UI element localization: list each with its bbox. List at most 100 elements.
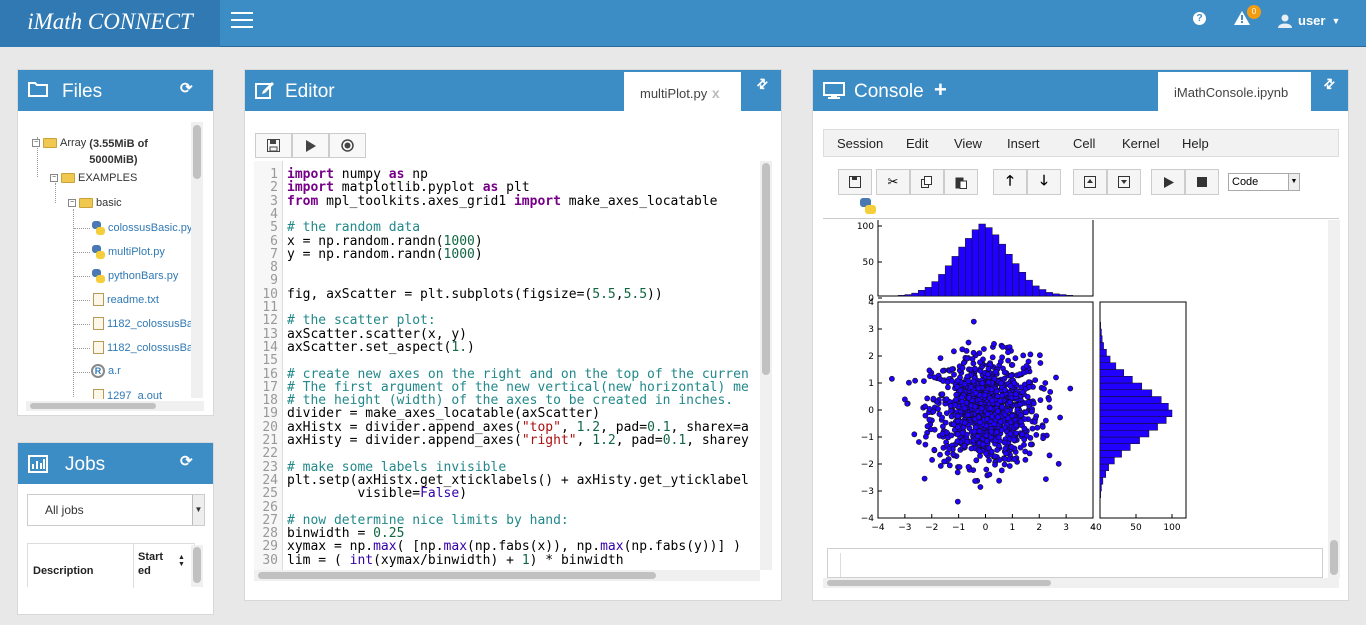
file-tree-vertical-scrollbar[interactable]: [191, 122, 203, 398]
scatter-point: [991, 421, 998, 427]
paste-button[interactable]: [944, 169, 978, 195]
scatter-point: [1007, 419, 1014, 426]
scatter-point: [965, 463, 972, 470]
move-down-button[interactable]: 🡓: [1027, 169, 1061, 195]
right-hist-bar: [1099, 376, 1133, 384]
tab-close-icon[interactable]: x: [711, 85, 720, 101]
scatter-point: [921, 378, 927, 384]
tree-item-file[interactable]: pythonBars.py: [91, 269, 178, 283]
copy-button[interactable]: [910, 169, 944, 195]
tree-item-file[interactable]: 1182_colossusBa: [93, 317, 193, 330]
notebook-input-cell[interactable]: [827, 548, 1323, 578]
save-notebook-button[interactable]: [838, 169, 872, 195]
jobs-filter-select[interactable]: All jobs ▼: [27, 494, 205, 526]
run-cell-button[interactable]: [1151, 169, 1185, 195]
scatter-point: [959, 365, 966, 371]
console-vertical-scrollbar[interactable]: [1328, 220, 1340, 578]
line-number: 2: [270, 180, 278, 196]
top-hist-bar: [924, 287, 932, 297]
brand-logo[interactable]: iMath CONNECT: [0, 0, 220, 47]
code-editor[interactable]: 1 import numpy as np 2 import matplotlib.py…: [254, 161, 760, 570]
tree-item-file[interactable]: multiPlot.py: [91, 245, 165, 259]
jobs-vertical-scrollbar[interactable]: [191, 545, 203, 587]
collapse-toggle-icon[interactable]: −: [32, 139, 40, 147]
menu-cell[interactable]: Cell: [1073, 136, 1096, 151]
sort-icon[interactable]: ▲ ▼: [178, 554, 185, 568]
scatter-point: [972, 403, 978, 410]
tab-imathconsole[interactable]: iMathConsole.ipynb: [1158, 72, 1311, 111]
tree-item-examples[interactable]: − EXAMPLES: [50, 172, 137, 184]
menu-edit[interactable]: Edit: [906, 136, 929, 151]
warning-icon[interactable]: [1234, 11, 1250, 25]
chevron-down-icon: ▼: [192, 495, 204, 525]
tree-item-file[interactable]: 1182_colossusBa: [93, 341, 193, 354]
menu-session[interactable]: Session: [837, 136, 884, 151]
scatter-point: [954, 384, 961, 390]
scatter-point: [1006, 463, 1013, 469]
x-tick-label: −3: [898, 523, 911, 533]
column-header-started[interactable]: Started: [138, 551, 164, 577]
record-button[interactable]: [329, 133, 366, 158]
save-button[interactable]: [255, 133, 292, 158]
scatter-point: [961, 405, 968, 412]
scatter-point: [946, 462, 953, 469]
alert-count-badge: 0: [1247, 5, 1261, 19]
top-hist-bar: [1025, 279, 1033, 297]
scatter-point: [1024, 393, 1031, 400]
user-menu[interactable]: user ▼: [1278, 13, 1340, 28]
menu-view[interactable]: View: [954, 136, 982, 151]
y-tick-label: −2: [861, 460, 874, 470]
top-hist-bar: [1018, 271, 1027, 297]
collapse-toggle-icon[interactable]: −: [68, 199, 76, 207]
top-hist-bar: [918, 289, 926, 297]
tree-item-basic[interactable]: − basic: [68, 197, 122, 209]
tree-item-file[interactable]: 1297_a.out: [93, 389, 162, 399]
refresh-icon[interactable]: ⟳: [180, 453, 193, 470]
top-hist-bar: [971, 229, 980, 297]
insert-below-button[interactable]: [1107, 169, 1141, 195]
right-hist-tick-label: 50: [1130, 523, 1142, 533]
cell-type-select[interactable]: Code ▼: [1228, 173, 1300, 191]
line-number: 16: [262, 366, 278, 382]
notebook-menubar: Session Edit View Insert Cell Kernel Hel…: [823, 129, 1339, 157]
scatter-point: [1034, 424, 1041, 431]
refresh-icon[interactable]: ⟳: [180, 80, 193, 97]
scatter-point: [972, 365, 978, 372]
scatter-point: [1030, 400, 1037, 407]
tree-item-file[interactable]: readme.txt: [93, 293, 159, 306]
editor-vertical-scrollbar[interactable]: [760, 161, 772, 570]
editor-horizontal-scrollbar[interactable]: [254, 570, 760, 581]
insert-above-button[interactable]: [1073, 169, 1107, 195]
file-tree-horizontal-scrollbar[interactable]: [26, 401, 204, 411]
scatter-point: [1005, 349, 1011, 356]
column-header-description[interactable]: Description: [33, 565, 94, 577]
menu-kernel[interactable]: Kernel: [1122, 136, 1160, 151]
expand-icon[interactable]: ⇄: [1319, 74, 1339, 93]
scatter-point: [965, 394, 972, 401]
tab-multiplot[interactable]: multiPlot.py x: [624, 72, 741, 111]
scatter-point: [941, 458, 947, 465]
top-hist-bar: [931, 281, 939, 297]
expand-icon[interactable]: ⇄: [752, 74, 772, 93]
tree-item-root[interactable]: − Array (3.55MiB of 5000MiB): [32, 127, 159, 166]
run-button[interactable]: [292, 133, 329, 158]
tree-item-file[interactable]: colossusBasic.py: [91, 221, 192, 235]
help-icon[interactable]: ?: [1193, 12, 1206, 25]
menu-insert[interactable]: Insert: [1007, 136, 1040, 151]
scatter-point: [992, 461, 998, 468]
collapse-toggle-icon[interactable]: −: [50, 174, 58, 182]
scatter-point: [939, 414, 945, 421]
cut-button[interactable]: ✂: [876, 169, 910, 195]
console-horizontal-scrollbar[interactable]: [823, 578, 1339, 588]
play-icon: [305, 139, 316, 152]
right-hist-bar: [1099, 463, 1109, 471]
top-hist-bar: [998, 243, 1006, 297]
scatter-point: [953, 391, 960, 398]
add-console-button[interactable]: +: [934, 77, 947, 102]
move-up-button[interactable]: 🡑: [993, 169, 1027, 195]
stop-kernel-button[interactable]: [1185, 169, 1219, 195]
scatter-point: [1016, 371, 1023, 378]
menu-help[interactable]: Help: [1182, 136, 1209, 151]
hamburger-menu-icon[interactable]: [231, 12, 253, 32]
